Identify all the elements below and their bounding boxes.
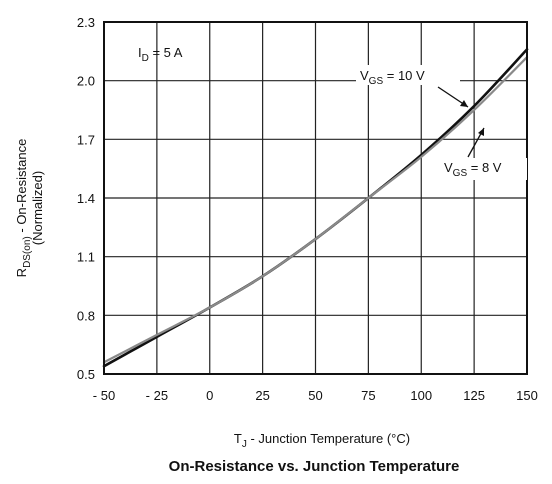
x-tick-label: 75 [361,388,375,403]
x-tick-labels: - 50 - 25 0 25 50 75 100 125 150 [93,388,538,403]
x-tick-label: 25 [255,388,269,403]
annotation-vgs10-arrowhead [460,100,468,107]
series-line-vgs-8v [102,56,529,364]
plot-frame [103,21,528,375]
x-tick-label: 0 [206,388,213,403]
x-tick-label: 125 [463,388,485,403]
y-tick-labels: 0.5 0.8 1.1 1.4 1.7 2.0 2.3 [77,15,95,382]
x-tick-label: - 50 [93,388,115,403]
x-tick-label: 100 [410,388,432,403]
annotation-vgs8-arrowhead [478,128,484,136]
series-lines [102,48,529,368]
annotation-vgs8: VGS = 8 V [444,160,502,179]
y-tick-label: 1.1 [77,250,95,265]
annotation-vgs8-bg [441,158,527,180]
y-tick-label: 1.7 [77,132,95,147]
y-axis-title: RDS(on) - On-Resistance [14,139,33,278]
chart-title: On-Resistance vs. Junction Temperature [169,458,460,475]
x-axis-title: TJ - Junction Temperature (°C) [234,431,410,450]
x-tick-label: 150 [516,388,538,403]
grid-lines [103,21,528,375]
y-tick-label: 0.5 [77,367,95,382]
annotation-vgs10-bg [356,65,460,85]
y-tick-label: 1.4 [77,191,95,206]
y-axis-title-line2: (Normalized) [30,171,45,245]
x-tick-label: - 25 [146,388,168,403]
y-tick-label: 2.3 [77,15,95,30]
annotation-vgs10: VGS = 10 V [360,68,425,87]
y-tick-label: 0.8 [77,308,95,323]
annotation-id: ID = 5 A [138,45,183,64]
x-tick-label: 50 [308,388,322,403]
y-tick-label: 2.0 [77,74,95,89]
